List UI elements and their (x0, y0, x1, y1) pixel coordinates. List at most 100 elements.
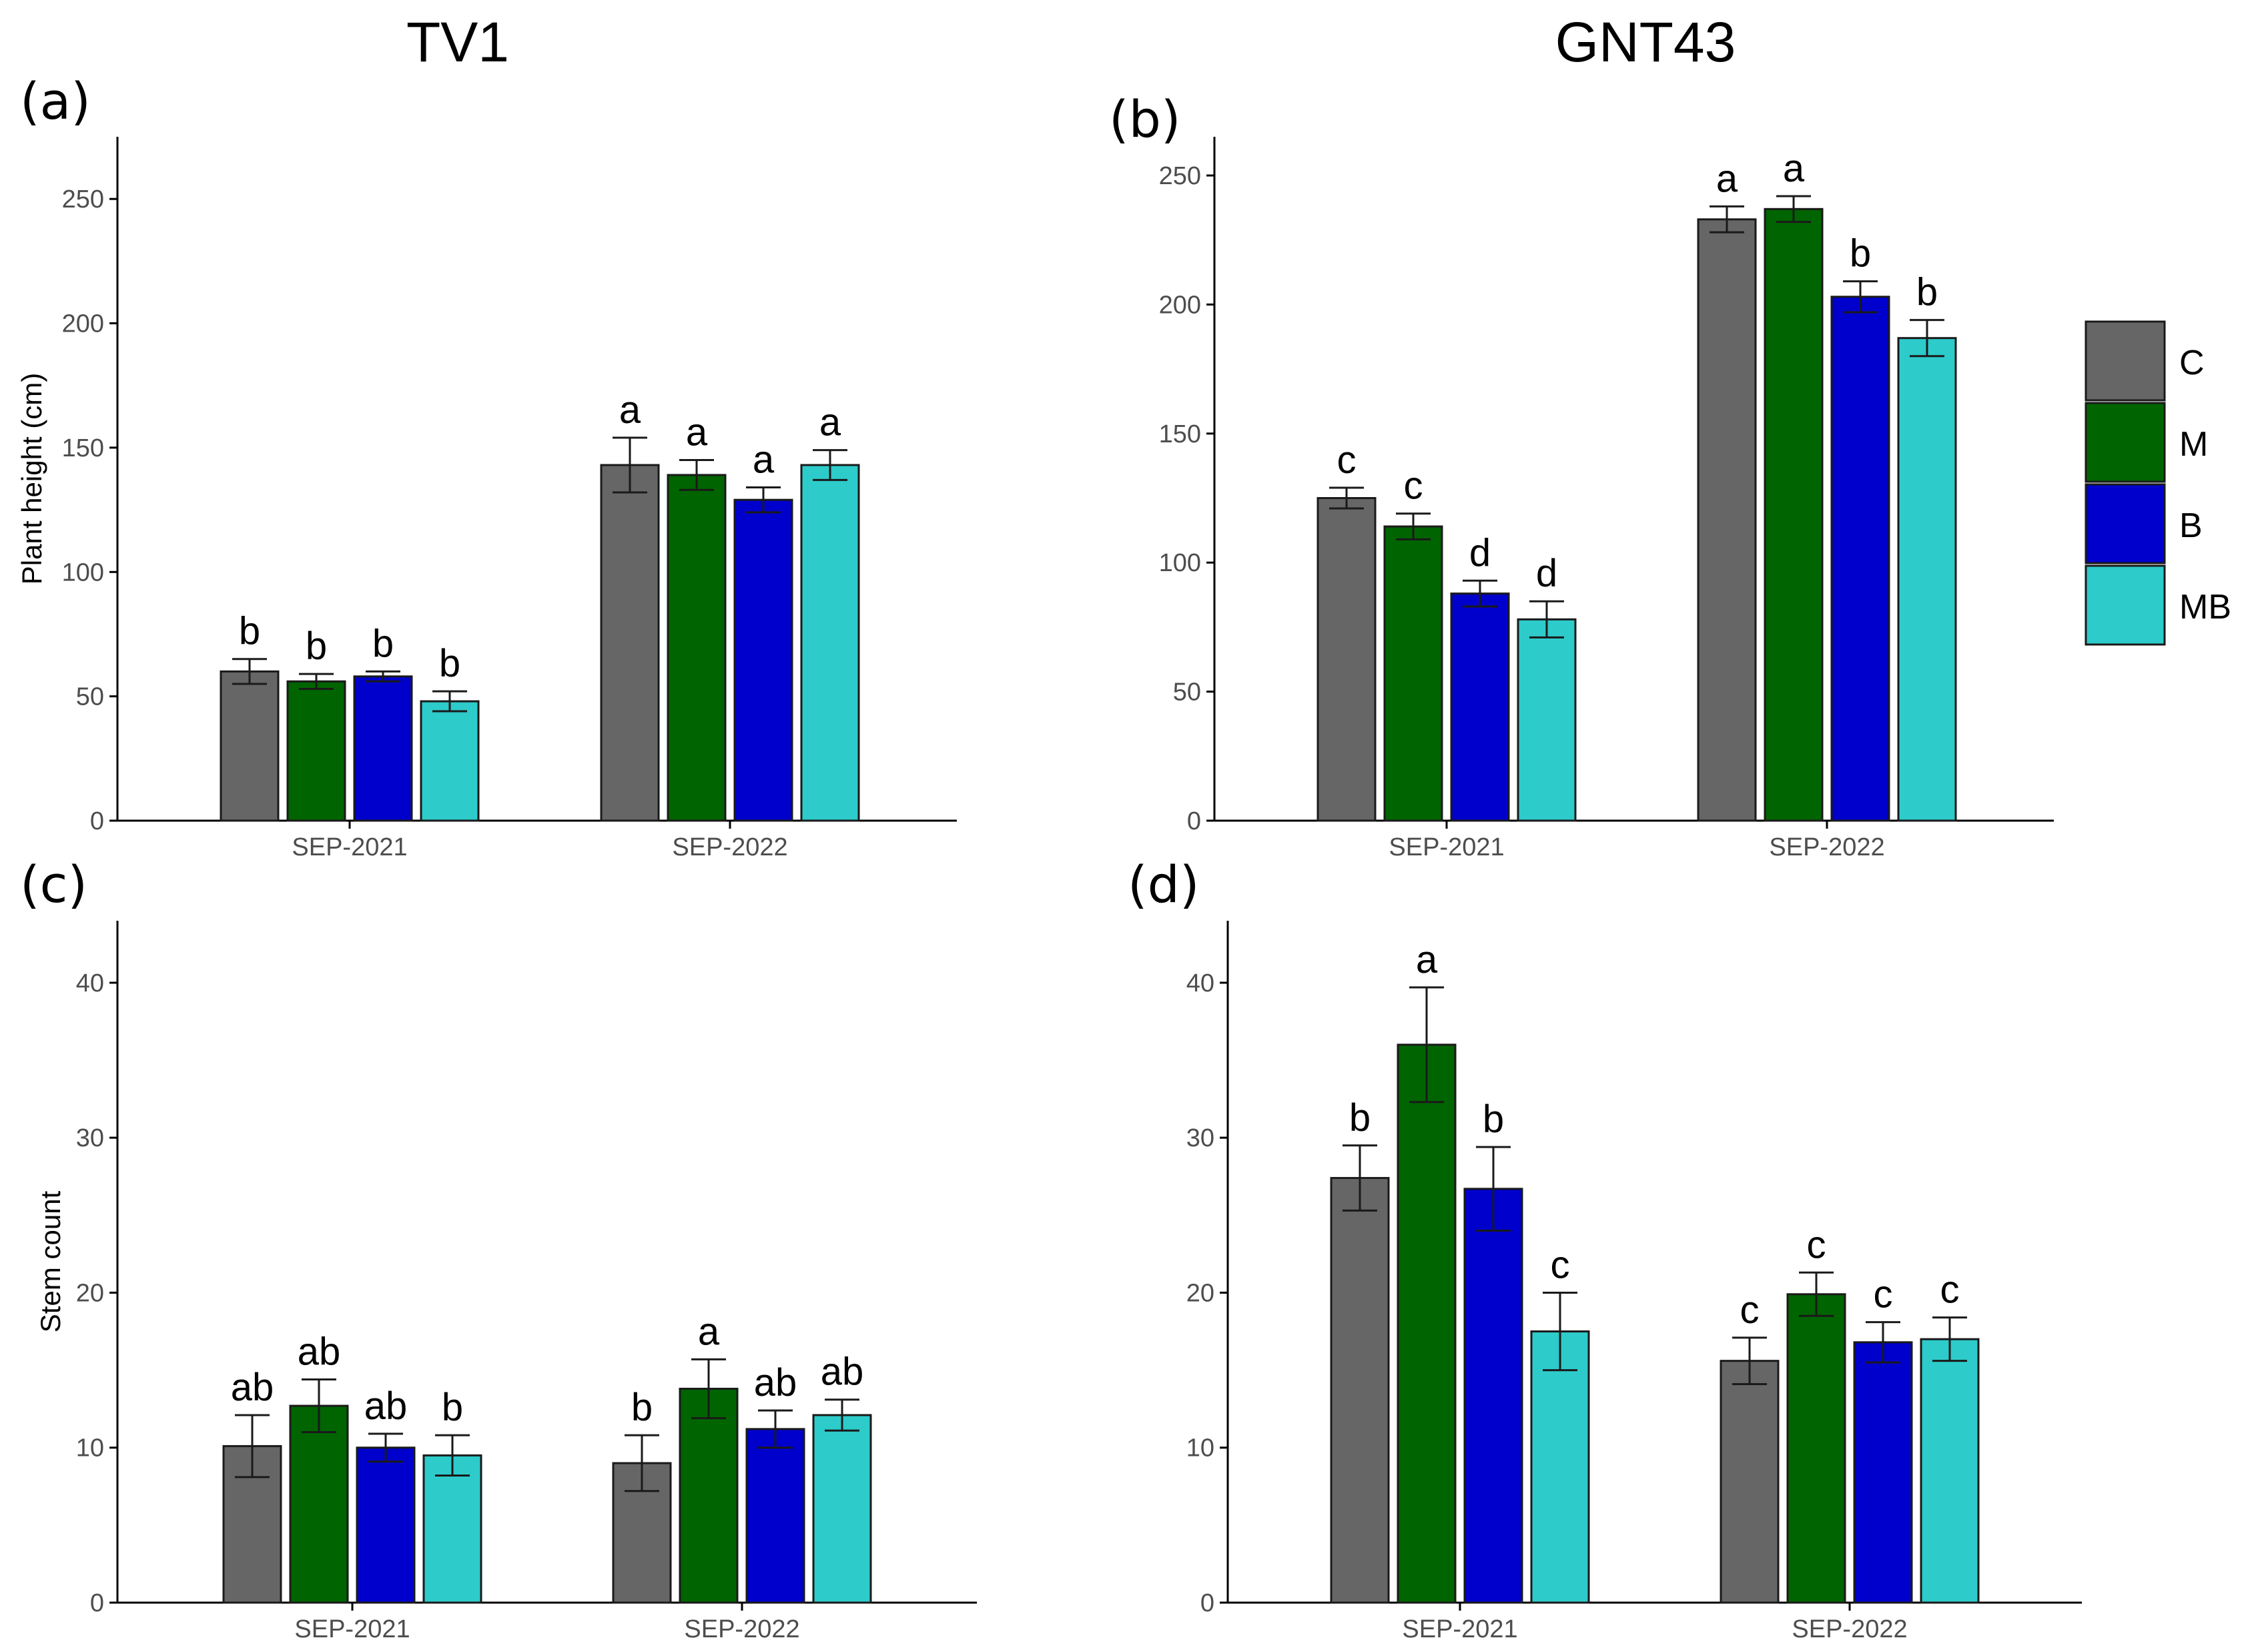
significance-label: ab (821, 1350, 864, 1394)
significance-label: d (1469, 531, 1491, 574)
y-tick-label: 40 (76, 969, 104, 997)
error-bar (758, 1409, 793, 1449)
legend-label-b: B (2179, 506, 2203, 545)
bar-b (745, 1428, 805, 1604)
y-axis-title: Plant height (cm) (16, 373, 47, 584)
y-tick-label: 250 (1159, 162, 1201, 190)
bar-m (289, 1404, 349, 1604)
significance-label: c (1337, 438, 1357, 482)
bar-m (667, 474, 727, 822)
significance-label: b (1916, 271, 1938, 314)
legend-swatch-m (2085, 402, 2166, 483)
x-tick-label: SEP-2022 (672, 833, 787, 861)
significance-label: b (442, 1386, 463, 1429)
error-bar (691, 1358, 726, 1420)
error-bar (1529, 600, 1564, 639)
significance-label: ab (298, 1330, 341, 1374)
error-bar (1329, 486, 1364, 510)
y-tick-label: 0 (90, 1589, 104, 1617)
bar-mb (800, 464, 860, 822)
error-bar (613, 436, 647, 494)
error-bar (435, 1434, 470, 1477)
error-bar (825, 1398, 859, 1432)
significance-label: a (1716, 157, 1738, 200)
bar-m (679, 1387, 739, 1604)
error-bar (432, 690, 467, 713)
panel-label: (d) (1128, 855, 1200, 914)
y-tick-label: 50 (1173, 679, 1201, 707)
y-tick-label: 100 (62, 558, 104, 586)
x-tick-label: SEP-2022 (1769, 833, 1884, 861)
significance-label: b (1850, 232, 1871, 276)
y-tick-label: 0 (1187, 807, 1201, 835)
x-tick-label: SEP-2021 (1402, 1615, 1517, 1643)
significance-label: a (698, 1310, 720, 1353)
x-tick-label: SEP-2021 (1389, 833, 1504, 861)
column-title-gnt43: GNT43 (1555, 11, 1736, 73)
bar-b (1463, 1188, 1523, 1604)
bar-mb (1920, 1338, 1980, 1604)
error-bar (813, 449, 847, 481)
error-bar (1866, 1321, 1900, 1364)
legend-label-c: C (2179, 344, 2205, 382)
y-tick-label: 40 (1186, 969, 1214, 997)
bar-b (1830, 296, 1890, 822)
significance-label: c (1807, 1223, 1826, 1266)
significance-label: b (439, 642, 460, 685)
significance-label: d (1536, 552, 1557, 595)
error-bar (1732, 1336, 1767, 1385)
error-bar (235, 1414, 270, 1479)
bar-c (1317, 497, 1377, 822)
bar-mb (1897, 337, 1957, 822)
y-tick-label: 100 (1159, 549, 1201, 577)
bar-c (612, 1462, 672, 1604)
bar-b (356, 1447, 416, 1604)
significance-label: ab (364, 1384, 408, 1428)
error-bar (232, 658, 267, 685)
significance-label: b (1349, 1096, 1371, 1140)
significance-label: c (1940, 1268, 1960, 1312)
error-bar (1409, 986, 1444, 1104)
panel-label: (b) (1109, 89, 1181, 149)
x-tick-label: SEP-2022 (684, 1615, 799, 1643)
error-bar (1710, 205, 1744, 234)
bar-mb (422, 1454, 482, 1604)
panel-label: (c) (20, 855, 87, 914)
significance-label: c (1874, 1273, 1893, 1316)
y-tick-label: 20 (76, 1279, 104, 1307)
bar-m (1786, 1293, 1846, 1604)
x-tick-label: SEP-2021 (294, 1615, 410, 1643)
error-bar (366, 670, 400, 683)
significance-label: ab (231, 1366, 274, 1409)
error-bar (679, 459, 714, 491)
error-bar (1776, 195, 1811, 224)
legend-label-mb: MB (2179, 588, 2231, 627)
error-bar (1910, 319, 1944, 358)
significance-label: ab (754, 1361, 797, 1404)
significance-label: a (1783, 147, 1805, 190)
significance-label: c (1740, 1288, 1760, 1332)
y-tick-label: 0 (1200, 1589, 1214, 1617)
significance-label: b (239, 610, 260, 653)
error-bar (1932, 1316, 1967, 1362)
y-axis-title: Stem count (35, 1190, 66, 1332)
significance-label: a (819, 401, 841, 444)
bar-b (1450, 592, 1510, 822)
significance-label: c (1551, 1243, 1570, 1286)
bar-c (1697, 218, 1757, 822)
panel-b: (b) 0 50 100 150 200 250 SEP-2021 SEP-2022 c a c a d b… (1109, 89, 2054, 861)
error-bar (1799, 1271, 1834, 1317)
y-tick-label: 200 (62, 310, 104, 338)
significance-label: b (1483, 1098, 1504, 1141)
significance-label: b (372, 622, 394, 665)
bar-mb (1530, 1330, 1590, 1604)
significance-label: c (1404, 464, 1423, 508)
bar-m (1764, 208, 1824, 822)
y-tick-label: 20 (1186, 1279, 1214, 1307)
legend-swatch-b (2085, 483, 2166, 564)
error-bar (1543, 1291, 1577, 1372)
